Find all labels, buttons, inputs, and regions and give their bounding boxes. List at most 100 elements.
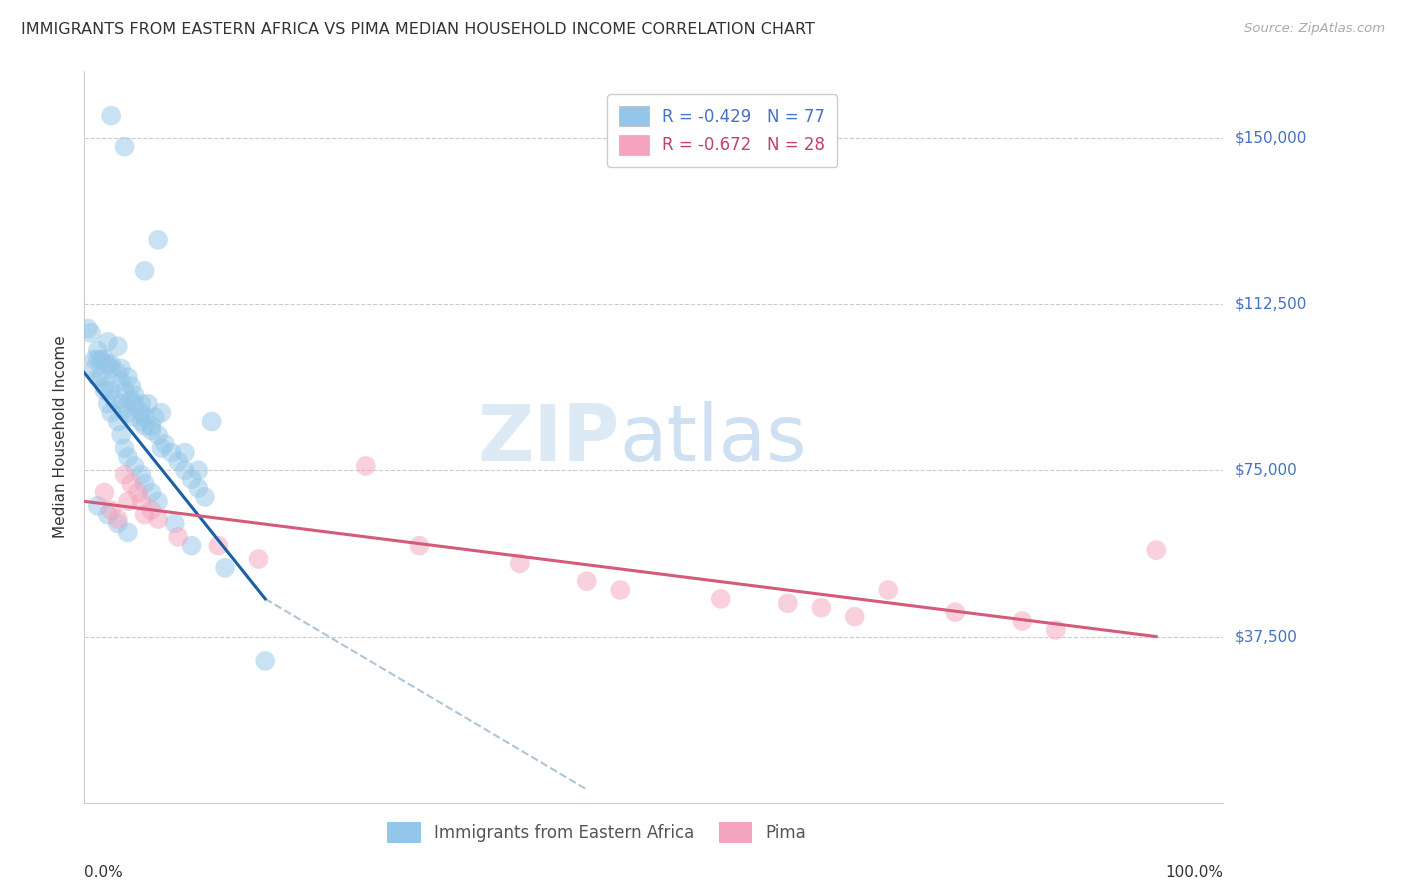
Point: [120, 379, 142, 393]
Point: [110, 375, 132, 389]
Point: [1011, 614, 1033, 628]
Point: [509, 557, 531, 571]
Point: [117, 494, 139, 508]
Point: [1045, 623, 1067, 637]
Point: [80, 326, 103, 340]
Point: [187, 481, 209, 495]
Point: [124, 397, 146, 411]
Point: [103, 392, 125, 407]
Point: [117, 406, 139, 420]
Point: [575, 574, 598, 589]
Point: [114, 139, 136, 153]
Point: [134, 476, 156, 491]
Point: [93, 352, 115, 367]
Point: [124, 388, 146, 402]
Point: [124, 410, 146, 425]
Text: 0.0%: 0.0%: [84, 865, 124, 880]
Point: [114, 384, 136, 398]
Point: [120, 392, 142, 407]
Point: [1144, 543, 1167, 558]
Point: [354, 458, 377, 473]
Point: [153, 436, 176, 450]
Point: [87, 343, 110, 358]
Point: [214, 561, 236, 575]
Point: [180, 472, 202, 486]
Point: [150, 441, 173, 455]
Point: [146, 494, 169, 508]
Point: [136, 397, 159, 411]
Point: [160, 445, 183, 459]
Point: [83, 361, 105, 376]
Point: [117, 450, 139, 464]
Point: [943, 605, 966, 619]
Point: [134, 419, 156, 434]
Point: [90, 352, 112, 367]
Point: [107, 339, 129, 353]
Point: [114, 467, 136, 482]
Text: $75,000: $75,000: [1234, 463, 1298, 478]
Point: [131, 494, 153, 508]
Point: [76, 321, 98, 335]
Text: $37,500: $37,500: [1234, 629, 1298, 644]
Point: [710, 591, 733, 606]
Point: [247, 552, 270, 566]
Point: [146, 512, 169, 526]
Point: [141, 419, 163, 434]
Point: [201, 415, 224, 429]
Point: [114, 401, 136, 416]
Point: [163, 516, 186, 531]
Point: [141, 424, 163, 438]
Text: 100.0%: 100.0%: [1166, 865, 1223, 880]
Point: [93, 379, 115, 393]
Point: [100, 109, 122, 123]
Point: [124, 458, 146, 473]
Text: $150,000: $150,000: [1234, 130, 1306, 145]
Point: [127, 485, 149, 500]
Point: [97, 334, 120, 349]
Point: [134, 508, 156, 522]
Point: [114, 441, 136, 455]
Point: [254, 654, 277, 668]
Point: [120, 476, 142, 491]
Text: IMMIGRANTS FROM EASTERN AFRICA VS PIMA MEDIAN HOUSEHOLD INCOME CORRELATION CHART: IMMIGRANTS FROM EASTERN AFRICA VS PIMA M…: [21, 22, 815, 37]
Point: [87, 499, 110, 513]
Point: [107, 512, 129, 526]
Point: [107, 366, 129, 380]
Point: [131, 415, 153, 429]
Text: Source: ZipAtlas.com: Source: ZipAtlas.com: [1244, 22, 1385, 36]
Point: [100, 503, 122, 517]
Point: [146, 233, 169, 247]
Point: [180, 539, 202, 553]
Point: [167, 530, 190, 544]
Point: [100, 406, 122, 420]
Y-axis label: Median Household Income: Median Household Income: [53, 335, 69, 539]
Point: [87, 370, 110, 384]
Point: [134, 264, 156, 278]
Point: [877, 582, 900, 597]
Point: [173, 445, 195, 459]
Text: atlas: atlas: [620, 401, 807, 477]
Point: [107, 516, 129, 531]
Point: [131, 397, 153, 411]
Point: [131, 467, 153, 482]
Point: [100, 357, 122, 371]
Point: [87, 352, 110, 367]
Point: [194, 490, 217, 504]
Point: [110, 428, 132, 442]
Point: [143, 410, 166, 425]
Point: [844, 609, 866, 624]
Point: [141, 485, 163, 500]
Point: [90, 370, 112, 384]
Point: [141, 503, 163, 517]
Point: [117, 370, 139, 384]
Point: [134, 410, 156, 425]
Point: [93, 485, 115, 500]
Point: [107, 415, 129, 429]
Text: ZIP: ZIP: [478, 401, 620, 477]
Point: [146, 428, 169, 442]
Point: [131, 406, 153, 420]
Point: [408, 539, 430, 553]
Point: [110, 361, 132, 376]
Point: [173, 463, 195, 477]
Legend: Immigrants from Eastern Africa, Pima: Immigrants from Eastern Africa, Pima: [381, 815, 813, 849]
